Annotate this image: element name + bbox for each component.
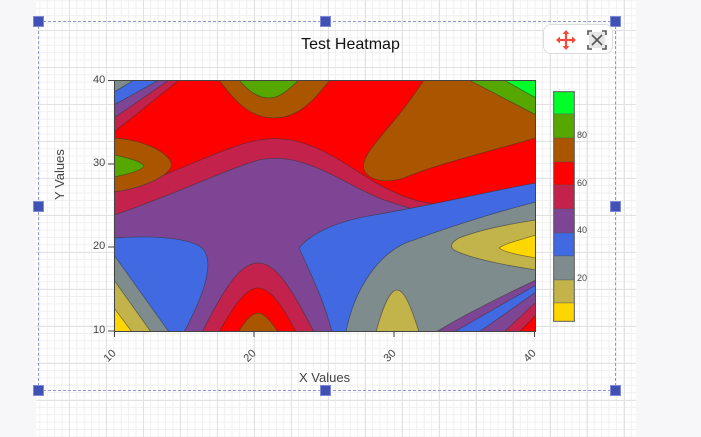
contour-plot-area xyxy=(114,80,536,332)
chart-title: Test Heatmap xyxy=(301,36,400,53)
colorbar-tick: 20 xyxy=(577,273,588,283)
resize-handle-right[interactable] xyxy=(610,201,621,212)
y-tick-label: 30 xyxy=(93,157,106,169)
chart-toolbar xyxy=(543,24,613,54)
fullscreen-icon[interactable] xyxy=(586,29,608,51)
colorbar-tick: 40 xyxy=(577,225,588,235)
y-tick-label: 10 xyxy=(93,324,106,336)
resize-handle-top-right[interactable] xyxy=(610,16,621,27)
y-tick-label: 40 xyxy=(93,74,106,86)
y-axis-ticks xyxy=(108,80,114,332)
move-arrows-icon[interactable] xyxy=(555,29,577,51)
colorbar xyxy=(553,91,575,322)
resize-handle-top[interactable] xyxy=(320,16,331,27)
resize-handle-bottom-left[interactable] xyxy=(33,385,44,396)
y-tick-label: 20 xyxy=(93,240,106,252)
colorbar-tick: 60 xyxy=(577,178,588,188)
colorbar-tick: 80 xyxy=(577,130,588,140)
x-axis-ticks xyxy=(114,331,535,337)
resize-handle-top-left[interactable] xyxy=(33,16,44,27)
resize-handle-left[interactable] xyxy=(33,201,44,212)
resize-handle-bottom-right[interactable] xyxy=(610,385,621,396)
resize-handle-bottom[interactable] xyxy=(320,385,331,396)
x-axis-label: X Values xyxy=(299,370,351,385)
y-axis-label: Y Values xyxy=(52,149,67,200)
